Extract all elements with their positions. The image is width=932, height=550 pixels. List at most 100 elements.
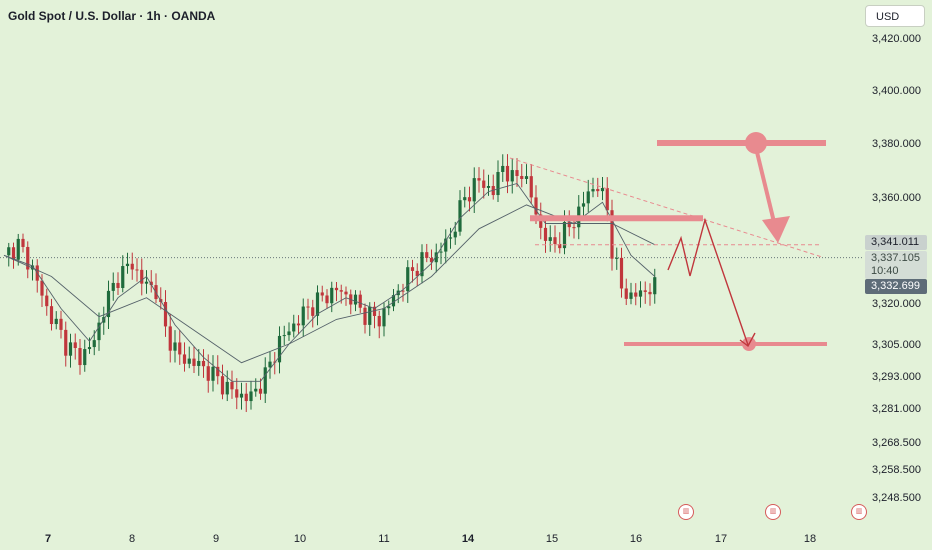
candle-body — [268, 361, 272, 368]
candle-body — [529, 176, 533, 198]
candle-body — [315, 292, 320, 316]
candle-body — [619, 257, 624, 289]
candle-body — [97, 322, 101, 341]
y-tick-label: 3,305.000 — [872, 339, 921, 351]
candle-body — [173, 342, 177, 351]
candle-body — [330, 287, 334, 304]
y-tick-label: 3,380.000 — [872, 138, 921, 150]
candle-body — [467, 197, 472, 202]
candle-body — [425, 252, 429, 258]
candle-body — [111, 282, 115, 291]
candle-body — [634, 292, 638, 297]
candle-body — [254, 388, 258, 392]
candle-body — [187, 358, 191, 364]
event-icon[interactable]: ▥ — [765, 504, 781, 520]
candle-body — [211, 366, 215, 381]
candle-body — [520, 176, 524, 179]
candle-body — [496, 171, 500, 196]
candle-body — [130, 263, 134, 270]
candle-body — [140, 269, 144, 284]
candle-body — [567, 222, 571, 228]
x-tick-label: 18 — [804, 533, 816, 545]
candle-body — [192, 358, 196, 366]
x-tick-label: 17 — [715, 533, 727, 545]
candle-body — [220, 376, 225, 395]
candle-body — [106, 290, 111, 318]
candle-body — [605, 188, 609, 211]
candle-body — [116, 282, 120, 288]
candle-body — [548, 237, 552, 241]
ma-fast-line — [3, 182, 656, 382]
candle-body — [121, 266, 125, 288]
ma-slow-line — [3, 204, 655, 364]
candle-body — [358, 294, 362, 308]
y-tick-label: 3,248.500 — [872, 492, 921, 504]
candle-body — [230, 381, 234, 390]
previous-price-tag: 3,332.699 — [865, 279, 927, 294]
candle-body — [391, 295, 396, 307]
candle-body — [206, 366, 210, 381]
candle-body — [600, 188, 605, 192]
candle-body — [7, 247, 11, 256]
candle-body — [149, 281, 153, 286]
candle-body — [197, 360, 201, 366]
y-tick-label: 3,360.000 — [872, 192, 921, 204]
x-tick-label: 16 — [630, 533, 642, 545]
candle-body — [249, 391, 253, 402]
event-icon[interactable]: ▥ — [851, 504, 867, 520]
candle-body — [87, 347, 92, 350]
candle-body — [353, 294, 358, 305]
candle-body — [486, 185, 491, 188]
currency-button[interactable]: USD — [865, 5, 925, 27]
candle-body — [472, 178, 476, 202]
candle-body — [178, 342, 182, 355]
candle-body — [21, 238, 25, 247]
candle-body — [420, 252, 424, 277]
y-axis[interactable]: 3,420.000 3,400.000 3,380.000 3,360.000 3,32… — [872, 33, 921, 504]
candle-body — [562, 222, 567, 249]
current-price-tag: 3,337.105 10:40 — [865, 251, 927, 279]
y-tick-label: 3,320.000 — [872, 298, 921, 310]
candle-body — [282, 335, 286, 337]
candle-body — [26, 246, 30, 270]
y-tick-label: 3,400.000 — [872, 85, 921, 97]
candle-body — [372, 306, 377, 316]
candle-body — [643, 290, 647, 292]
candle-body — [235, 389, 239, 398]
candle-body — [311, 307, 315, 316]
x-tick-label: 9 — [213, 533, 219, 545]
candle-body — [64, 329, 68, 356]
event-icon[interactable]: ▥ — [678, 504, 694, 520]
candle-body — [510, 170, 514, 182]
candle-body — [49, 306, 54, 325]
candle-body — [45, 295, 49, 307]
candle-body — [377, 315, 381, 327]
projection-arrow-shaft — [754, 147, 776, 223]
candle-body — [444, 238, 448, 252]
candle-body — [277, 335, 282, 363]
candle-body — [201, 360, 206, 367]
y-tick-label: 3,258.500 — [872, 464, 921, 476]
candle-body — [653, 277, 657, 295]
candle-body — [59, 318, 63, 330]
moving-average-layer — [3, 182, 656, 382]
candle-body — [363, 307, 367, 325]
y-tick-label: 3,281.000 — [872, 403, 921, 415]
candle-body — [258, 388, 263, 394]
candle-body — [163, 302, 168, 327]
candle-body — [16, 238, 20, 260]
x-axis[interactable]: 7 8 9 10 11 14 15 16 17 18 — [45, 533, 816, 545]
candle-body — [225, 381, 229, 395]
candle-body — [501, 165, 505, 172]
candle-body — [387, 306, 391, 309]
candle-body — [505, 165, 510, 182]
candle-body — [596, 189, 600, 192]
last-price-tag: 3,341.011 — [865, 235, 927, 250]
x-tick-label: 14 — [462, 533, 475, 545]
candle-body — [40, 280, 44, 296]
candle-body — [553, 237, 557, 245]
x-tick-label: 11 — [378, 533, 389, 545]
candle-body — [83, 349, 87, 366]
